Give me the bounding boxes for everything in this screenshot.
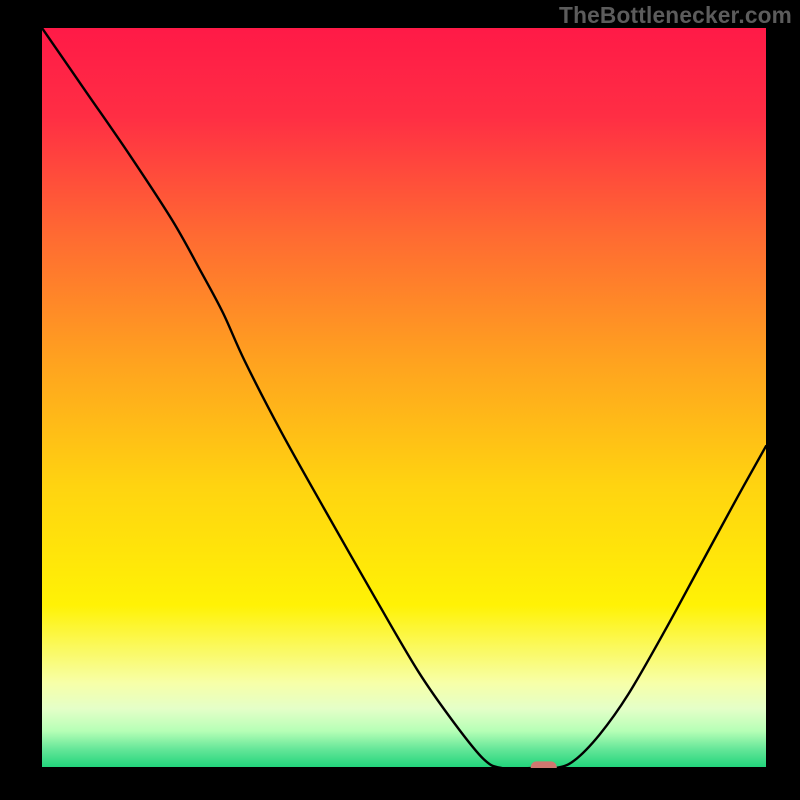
plot-svg: [42, 28, 766, 768]
gradient-backdrop: [42, 28, 766, 768]
chart-canvas: TheBottlenecker.com: [0, 0, 800, 800]
watermark-text: TheBottlenecker.com: [559, 2, 792, 29]
optimum-marker: [531, 761, 557, 768]
plot-area: [42, 28, 766, 768]
